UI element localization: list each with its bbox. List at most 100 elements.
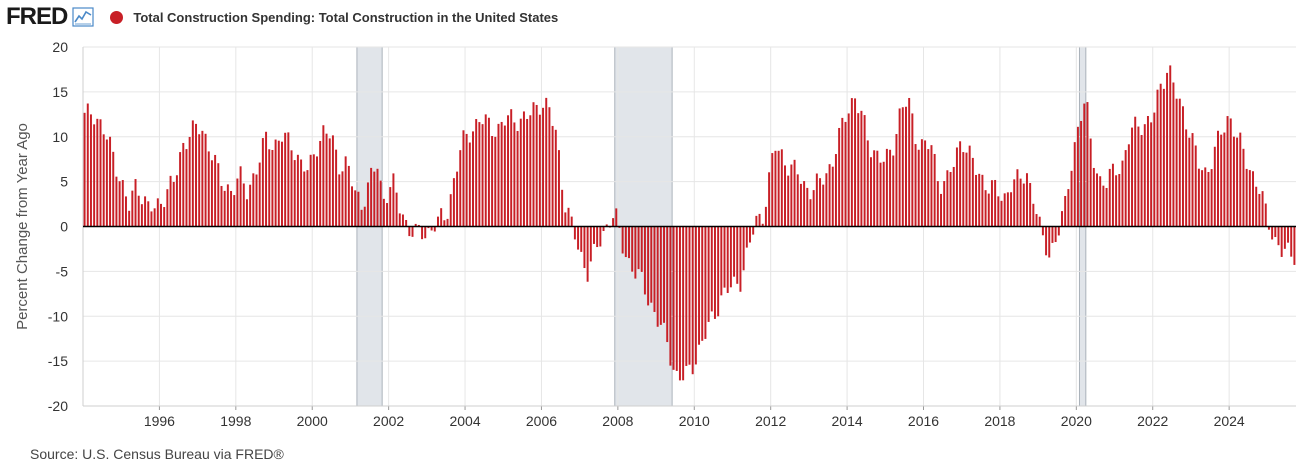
data-bar	[745, 226, 748, 248]
x-tick-label: 2006	[526, 413, 557, 429]
data-bar	[109, 136, 112, 227]
data-bar	[1127, 144, 1130, 227]
data-bar	[376, 168, 379, 227]
data-bar	[1124, 150, 1127, 227]
data-bar	[866, 140, 869, 227]
data-bar	[889, 149, 892, 227]
data-bar	[217, 163, 220, 227]
data-bar	[1045, 226, 1048, 256]
fred-logo[interactable]: FRED	[6, 3, 68, 30]
data-bar	[351, 186, 354, 227]
data-bar	[825, 173, 828, 227]
data-bar	[1067, 189, 1070, 227]
data-bar	[182, 142, 185, 227]
data-bar	[1290, 226, 1293, 257]
data-bar	[105, 139, 108, 227]
data-bar	[682, 226, 685, 381]
data-bar	[1220, 134, 1223, 227]
data-bar	[1054, 226, 1057, 243]
data-bar	[214, 154, 217, 227]
data-bar	[955, 147, 958, 227]
data-bar	[93, 124, 96, 227]
data-bar	[1204, 167, 1207, 227]
chart-line-icon	[72, 7, 94, 27]
data-bar	[128, 210, 131, 227]
data-bar	[478, 122, 481, 227]
data-bar	[975, 174, 978, 227]
data-bar	[1293, 226, 1296, 265]
chart-header: FRED Total Construction Spending: Total …	[6, 4, 558, 30]
data-bar	[532, 102, 535, 227]
data-bar	[430, 226, 433, 231]
data-bar	[513, 122, 516, 227]
data-bar	[628, 226, 630, 259]
data-bar	[1092, 167, 1095, 227]
data-bar	[421, 226, 424, 240]
x-tick-label: 2020	[1061, 413, 1092, 429]
data-bar	[1006, 192, 1009, 227]
y-tick-label: -5	[56, 263, 69, 279]
data-bar	[885, 148, 888, 227]
data-bar	[1245, 168, 1248, 227]
legend-marker	[110, 10, 124, 24]
data-bar	[917, 149, 920, 227]
x-tick-label: 2008	[602, 413, 633, 429]
data-bar	[204, 133, 207, 227]
data-bar	[440, 208, 443, 227]
data-bar	[1194, 145, 1197, 227]
data-bar	[828, 164, 831, 227]
data-bar	[895, 134, 898, 227]
data-bar	[710, 226, 713, 312]
data-bar	[936, 181, 939, 227]
data-bar	[1236, 137, 1239, 227]
data-bar	[131, 190, 134, 227]
data-bar	[688, 226, 691, 365]
data-bar	[405, 220, 408, 227]
data-bar	[118, 181, 121, 227]
data-bar	[876, 150, 879, 227]
data-bar	[1261, 191, 1264, 227]
data-bar	[1146, 116, 1149, 227]
data-bar	[971, 157, 974, 227]
data-bar	[462, 130, 465, 227]
data-bar	[207, 151, 210, 227]
data-bar	[487, 117, 490, 227]
data-bar	[1096, 173, 1098, 227]
data-bar	[844, 121, 847, 227]
data-bar	[599, 226, 602, 247]
data-bar	[1169, 65, 1172, 227]
data-bar	[930, 145, 933, 227]
data-bar	[1277, 226, 1280, 246]
data-bar	[561, 189, 564, 227]
data-bar	[290, 150, 293, 227]
data-bar	[300, 159, 303, 227]
data-bar	[370, 167, 373, 227]
data-bar	[124, 196, 127, 227]
data-bar	[542, 107, 545, 227]
data-bar	[433, 226, 436, 232]
data-bar	[650, 226, 653, 303]
data-bar	[401, 214, 404, 227]
data-bar	[1210, 169, 1213, 227]
data-bar	[720, 226, 723, 296]
data-bar	[1283, 226, 1286, 249]
data-bar	[742, 226, 745, 271]
data-bar	[1166, 72, 1169, 227]
data-bar	[1086, 102, 1089, 227]
data-bar	[596, 226, 599, 248]
x-tick-label: 2014	[832, 413, 863, 429]
data-bar	[643, 226, 646, 295]
data-bar	[1137, 126, 1140, 227]
data-bar	[274, 139, 277, 227]
data-bar	[1016, 169, 1019, 227]
data-bar	[548, 107, 551, 227]
data-bar	[1207, 172, 1210, 227]
data-bar	[790, 164, 793, 227]
data-bar	[1000, 200, 1003, 227]
data-bar	[978, 173, 981, 227]
y-tick-label: 15	[52, 84, 68, 100]
x-tick-label: 2010	[679, 413, 710, 429]
data-bar	[160, 203, 162, 227]
data-bar	[226, 184, 229, 227]
